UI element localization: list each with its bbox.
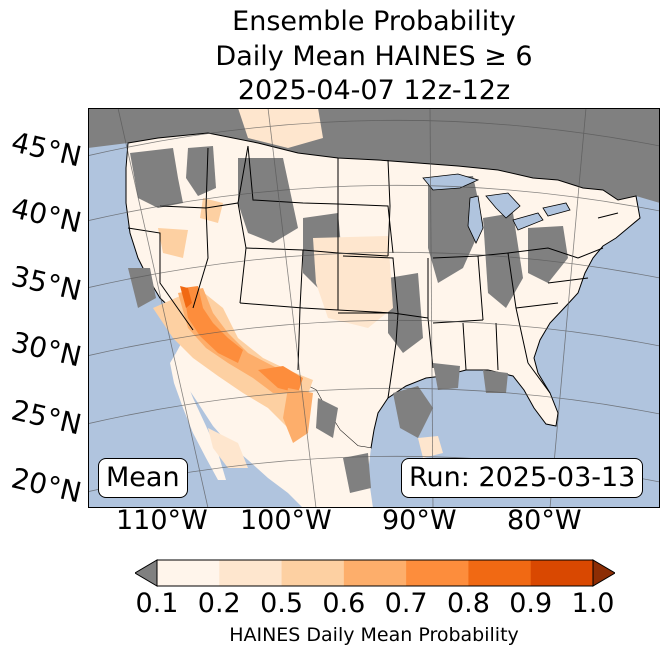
title-line-3: 2025-04-07 12z-12z (237, 75, 511, 106)
mean-label: Mean (98, 458, 188, 498)
colorbar (135, 559, 615, 587)
run-date-label: Run: 2025-03-13 (401, 458, 644, 498)
map-panel (88, 108, 660, 508)
colorbar-segment (406, 560, 469, 586)
colorbar-border (156, 559, 594, 587)
probability-fields (153, 108, 443, 468)
lon-label-100: 100°W (240, 505, 332, 536)
colorbar-segment (468, 560, 532, 586)
colorbar-tick-label: 0.6 (322, 588, 366, 619)
lat-label-45: 45°N (8, 125, 85, 174)
colorbar-tick-label: 0.7 (384, 588, 428, 619)
lon-label-80: 80°W (507, 505, 582, 536)
colorbar-segment (281, 560, 345, 586)
colorbar-segment (530, 560, 594, 586)
colorbar-tick-label: 0.2 (197, 588, 241, 619)
lat-label-35: 35°N (8, 259, 85, 308)
colorbar-tick-label: 1.0 (571, 588, 615, 619)
colorbar-under-arrow (135, 559, 158, 587)
colorbar-tick-label: 0.5 (260, 588, 304, 619)
lon-label-110: 110°W (116, 505, 208, 536)
lat-label-25: 25°N (8, 393, 85, 442)
colorbar-segment (219, 560, 283, 586)
colorbar-label: HAINES Daily Mean Probability (229, 624, 519, 646)
baja-peninsula (170, 353, 226, 480)
lon-label-90: 90°W (382, 505, 457, 536)
colorbar-tick-label: 0.9 (509, 588, 553, 619)
great-lakes (422, 173, 571, 244)
lat-label-40: 40°N (8, 191, 85, 240)
map-border (88, 108, 660, 508)
colorbar-segment (343, 560, 407, 586)
lat-label-30: 30°N (8, 325, 85, 374)
lat-label-20: 20°N (8, 461, 85, 510)
title-line-2: Daily Mean HAINES ≥ 6 (215, 41, 533, 72)
colorbar-segment (157, 560, 220, 586)
state-borders (127, 145, 619, 399)
colorbar-tick-label: 0.8 (446, 588, 490, 619)
colorbar-tick-label: 0.1 (135, 588, 179, 619)
title-line-1: Ensemble Probability (232, 6, 516, 37)
canada-landmass (88, 108, 660, 203)
colorbar-over-arrow (592, 559, 615, 587)
